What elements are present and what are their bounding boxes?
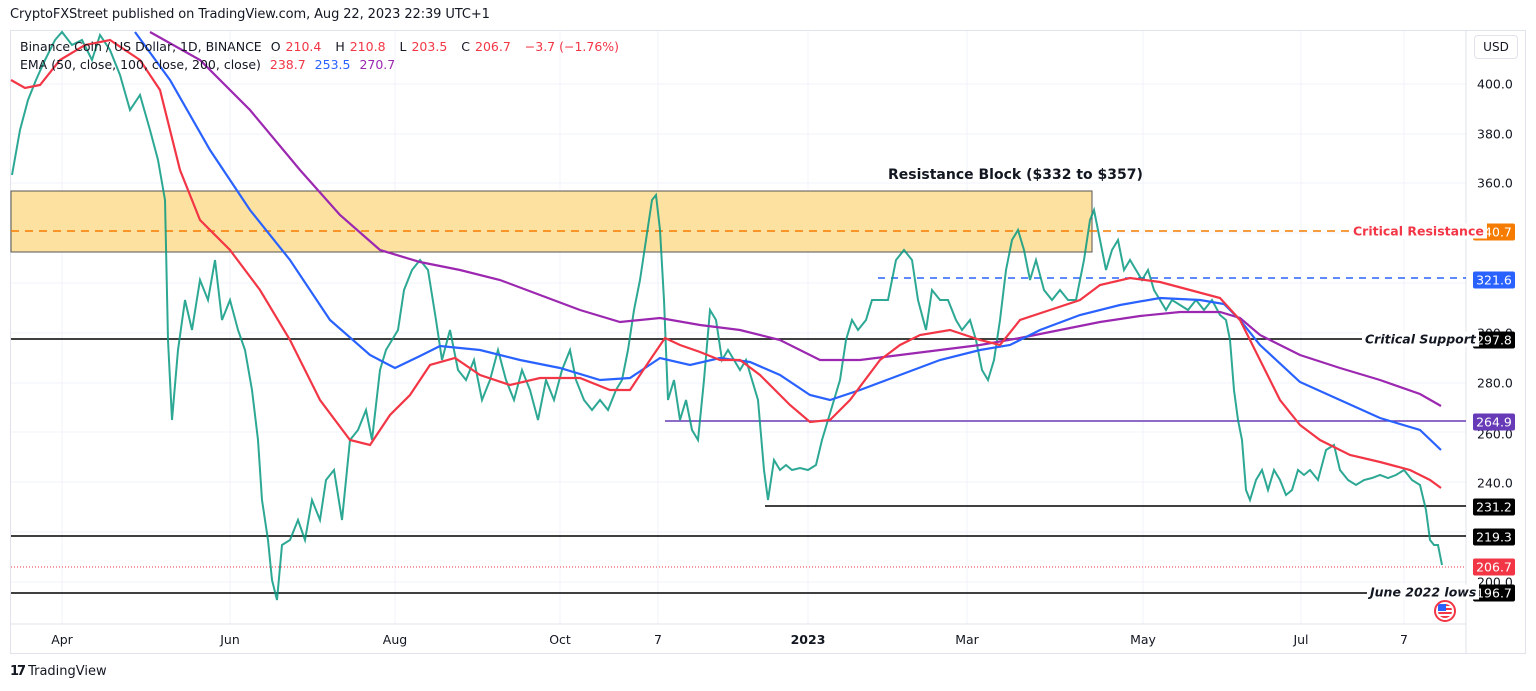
support-231-price-tag: 231.2 bbox=[1473, 498, 1515, 516]
symbol-label[interactable]: Binance Coin / US Dollar, 1D, BINANCE bbox=[20, 39, 262, 54]
ema-label[interactable]: EMA (50, close, 100, close, 200, close) bbox=[20, 57, 261, 72]
resistance-block-title: Resistance Block ($332 to $357) bbox=[888, 167, 1143, 183]
high-label: H bbox=[335, 39, 345, 54]
ema50-line[interactable] bbox=[10, 38, 1442, 489]
chart-frame[interactable] bbox=[10, 30, 1526, 654]
x-tick: Oct bbox=[549, 632, 571, 647]
x-tick: Aug bbox=[382, 632, 408, 647]
x-tick: Jul bbox=[1293, 632, 1309, 647]
june-lows-price-tag: 196.7 bbox=[1473, 584, 1515, 602]
x-tick: Jun bbox=[220, 632, 240, 647]
june-lows-label: June 2022 lows bbox=[1367, 584, 1480, 600]
y-tick: 360.0 bbox=[1477, 175, 1513, 191]
gridlines bbox=[11, 31, 1466, 624]
critical-support-price-tag: 297.8 bbox=[1473, 331, 1515, 349]
y-tick: 240.0 bbox=[1477, 475, 1513, 491]
high-value: 210.8 bbox=[349, 39, 386, 54]
blue-level-price-tag: 321.6 bbox=[1473, 271, 1515, 289]
candles bbox=[11, 30, 1443, 601]
x-tick: 7 bbox=[654, 632, 662, 647]
ema200-value: 270.7 bbox=[359, 57, 396, 72]
tradingview-mark-icon: 17 bbox=[10, 664, 26, 679]
publisher-line: CryptoFXStreet published on TradingView.… bbox=[10, 7, 490, 22]
currency-button[interactable]: USD bbox=[1474, 35, 1518, 59]
low-label: L bbox=[399, 39, 407, 54]
y-tick: 400.0 bbox=[1477, 76, 1513, 92]
tradingview-brand: TradingView bbox=[28, 664, 107, 679]
close-label: C bbox=[461, 39, 470, 54]
x-tick: May bbox=[1130, 632, 1156, 647]
open-label: O bbox=[270, 39, 281, 54]
ema-row: EMA (50, close, 100, close, 200, close) … bbox=[20, 56, 624, 74]
x-tick: 2023 bbox=[790, 632, 826, 647]
change-value: −3.7 (−1.76%) bbox=[524, 39, 620, 54]
x-tick: 7 bbox=[1400, 632, 1408, 647]
resistance-block[interactable] bbox=[10, 190, 1093, 253]
us-flag-event-icon[interactable] bbox=[1434, 600, 1456, 622]
x-tick: Apr bbox=[51, 632, 73, 647]
tradingview-logo[interactable]: 17 TradingView bbox=[10, 664, 107, 679]
open-value: 210.4 bbox=[285, 39, 322, 54]
last-price-tag: 206.7 bbox=[1473, 558, 1515, 576]
y-tick: 280.0 bbox=[1477, 375, 1513, 391]
ema100-value: 253.5 bbox=[314, 57, 351, 72]
critical-support-label: Critical Support bbox=[1362, 331, 1479, 347]
low-value: 203.5 bbox=[411, 39, 448, 54]
ema50-value: 238.7 bbox=[269, 57, 306, 72]
critical-resistance-label: Critical Resistance bbox=[1350, 223, 1487, 239]
y-tick: 380.0 bbox=[1477, 126, 1513, 142]
ema200-line[interactable] bbox=[149, 31, 1442, 407]
x-tick: Mar bbox=[955, 632, 979, 647]
close-value: 206.7 bbox=[475, 39, 511, 54]
purple-level-price-tag: 264.9 bbox=[1473, 413, 1515, 431]
support-219-price-tag: 219.3 bbox=[1473, 528, 1515, 546]
